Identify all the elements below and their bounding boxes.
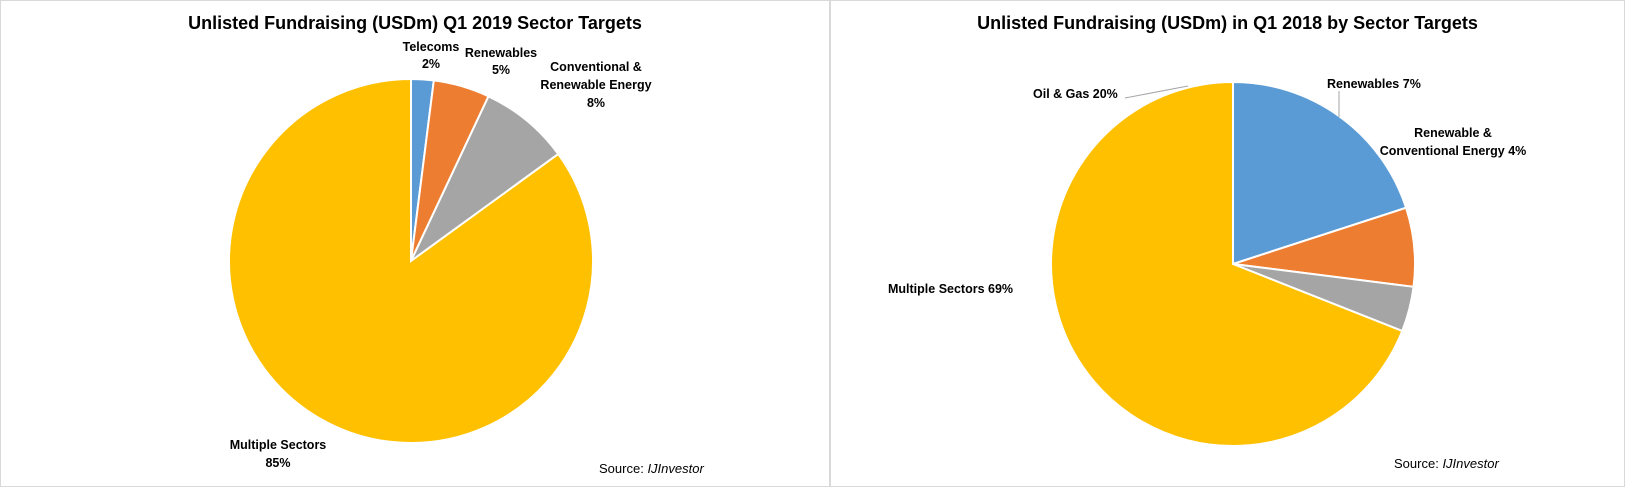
label-renewables-name: Renewables 7% — [1327, 77, 1421, 91]
label-renewable-conventional-line1: Renewable & — [1414, 126, 1492, 140]
source-label: Source: — [1394, 456, 1439, 471]
label-multiple-sectors-name: Multiple Sectors — [230, 438, 327, 452]
label-renewables-value: 5% — [492, 63, 510, 77]
label-multiple-sectors-value: 85% — [265, 456, 290, 470]
pie-slice-oil-gas — [1232, 80, 1408, 266]
leader-line-oil-gas — [1124, 85, 1189, 99]
pie-slice-multiple-sectors — [228, 77, 594, 444]
pie-slice-conventional-renewable-energy — [410, 94, 560, 262]
pie-slice-multiple-sectors — [1050, 80, 1404, 447]
chart-panel-q1-2019: Unlisted Fundraising (USDm) Q1 2019 Sect… — [0, 0, 830, 487]
source-note: Source: IJInvestor — [599, 461, 704, 476]
label-conventional-line2: Renewable Energy — [540, 78, 651, 92]
source-label: Source: — [599, 461, 644, 476]
label-conventional-value: 8% — [587, 96, 605, 110]
chart-title: Unlisted Fundraising (USDm) in Q1 2018 b… — [977, 13, 1478, 33]
label-renewables-name: Renewables — [465, 46, 537, 60]
label-conventional-line1: Conventional & — [550, 60, 642, 74]
chart-title: Unlisted Fundraising (USDm) Q1 2019 Sect… — [188, 13, 642, 33]
pie-chart-q1-2019: Telecoms 2% Renewables 5% Conventional &… — [228, 40, 652, 470]
label-oil-gas-name: Oil & Gas 20% — [1033, 87, 1118, 101]
pie-chart-q1-2018: Oil & Gas 20% Renewables 7% Renewable & … — [888, 77, 1527, 447]
chart-panel-q1-2018: Unlisted Fundraising (USDm) in Q1 2018 b… — [830, 0, 1625, 487]
source-name: IJInvestor — [1442, 456, 1499, 471]
label-renewable-conventional-line2: Conventional Energy 4% — [1380, 144, 1527, 158]
label-multiple-sectors-name: Multiple Sectors 69% — [888, 282, 1013, 296]
source-note: Source: IJInvestor — [1394, 456, 1499, 471]
source-name: IJInvestor — [647, 461, 704, 476]
label-telecoms-name: Telecoms — [403, 40, 460, 54]
label-telecoms-value: 2% — [422, 57, 440, 71]
